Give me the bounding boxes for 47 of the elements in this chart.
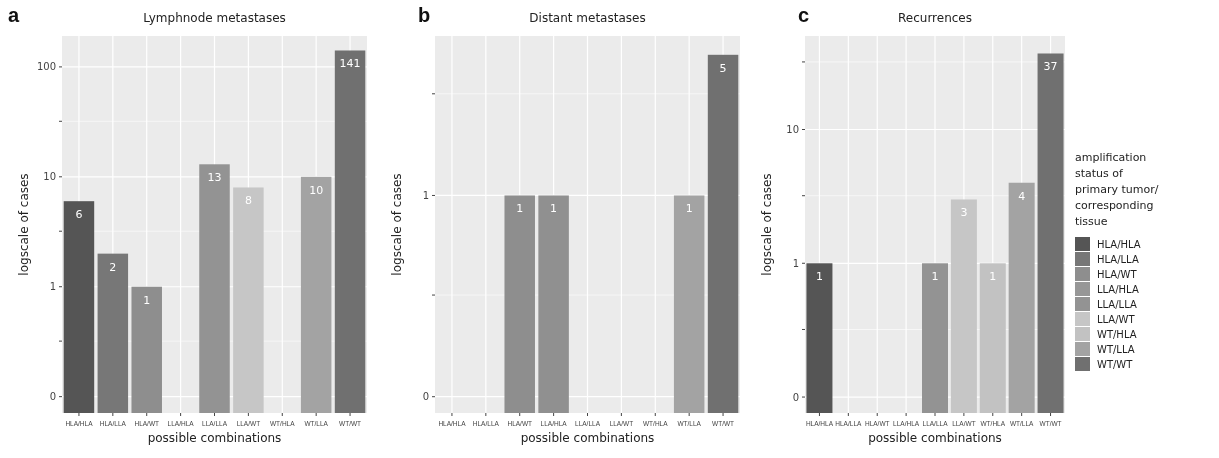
y-tick-label: 100 bbox=[36, 61, 56, 73]
chart-title: Lymphnode metastases bbox=[143, 11, 286, 25]
y-axis-title: logscale of cases bbox=[760, 173, 774, 276]
data-label: 4 bbox=[1018, 189, 1026, 203]
legend-label: WT/LLA bbox=[1097, 343, 1135, 355]
legend-label: LLA/HLA bbox=[1097, 283, 1139, 295]
y-tick-label: 0 bbox=[422, 391, 429, 403]
text: a bbox=[8, 4, 20, 26]
chart-title: Distant metastases bbox=[529, 11, 646, 25]
data-label: 1 bbox=[815, 270, 823, 284]
data-label: 8 bbox=[244, 194, 252, 208]
data-label: 37 bbox=[1043, 60, 1058, 74]
chart-title: Recurrences bbox=[898, 11, 972, 25]
legend-label: WT/HLA bbox=[1097, 328, 1137, 340]
data-label: 141 bbox=[339, 57, 361, 71]
data-label: 5 bbox=[719, 61, 727, 75]
data-label: 1 bbox=[516, 202, 524, 216]
legend-label: LLA/LLA bbox=[1097, 298, 1137, 310]
text: c bbox=[798, 4, 810, 26]
y-axis-title: logscale of cases bbox=[390, 173, 404, 276]
y-axis-title: logscale of cases bbox=[17, 173, 31, 276]
y-tick-label: 1 bbox=[792, 257, 799, 269]
data-label: 3 bbox=[960, 206, 968, 220]
x-axis-title: possible combinations bbox=[868, 431, 1002, 445]
legend-label: HLA/WT bbox=[1097, 268, 1138, 280]
x-axis-title: possible combinations bbox=[147, 431, 282, 445]
x-axis-title: possible combinations bbox=[520, 431, 655, 445]
data-label: 2 bbox=[109, 260, 117, 274]
data-label: 1 bbox=[550, 202, 558, 216]
data-label: 1 bbox=[931, 270, 939, 284]
legend-label: HLA/LLA bbox=[1097, 253, 1139, 265]
data-label: 6 bbox=[75, 208, 83, 222]
legend-label: WT/WT bbox=[1097, 358, 1134, 370]
data-label: 1 bbox=[989, 270, 997, 284]
y-tick-label: 0 bbox=[49, 391, 56, 403]
legend-title: amplification status of primary tumor/ corresponding tissue bbox=[1075, 151, 1159, 228]
y-tick-label: 10 bbox=[43, 171, 56, 183]
y-tick-label: 1 bbox=[49, 281, 56, 293]
text: b bbox=[418, 4, 431, 26]
data-label: 10 bbox=[309, 183, 324, 197]
data-label: 1 bbox=[143, 293, 151, 307]
data-label: 1 bbox=[685, 202, 693, 216]
y-tick-label: 0 bbox=[792, 391, 799, 403]
data-label: 13 bbox=[207, 171, 222, 185]
y-tick-label: 10 bbox=[786, 124, 799, 135]
legend-label: LLA/WT bbox=[1097, 313, 1136, 325]
legend-label: HLA/HLA bbox=[1097, 238, 1141, 250]
